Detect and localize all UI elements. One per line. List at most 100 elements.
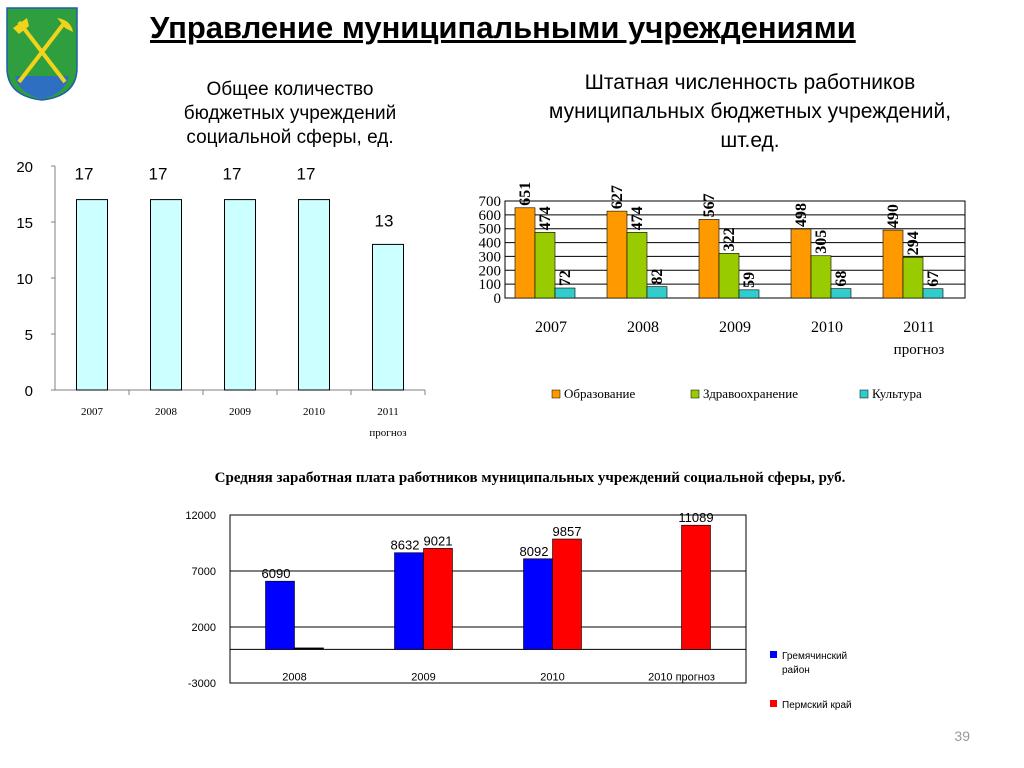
c3-bar xyxy=(394,552,424,650)
c2-bar xyxy=(626,232,648,299)
c2-bar xyxy=(514,207,536,299)
c3-data-label: 9857 xyxy=(553,524,582,539)
c2-x-tick-label: 2008 xyxy=(627,319,659,336)
c1-x-tick-label: 2010 xyxy=(303,406,326,418)
c3-data-label: 8092 xyxy=(520,544,549,559)
c2-x-tick-label: 2009 xyxy=(719,319,751,336)
c3-bar xyxy=(681,524,711,650)
c2-data-label: 567 xyxy=(701,193,718,217)
c1-data-label: 17 xyxy=(223,165,242,184)
c2-data-label: 474 xyxy=(537,206,554,230)
c3-legend-label: Гремячинский район xyxy=(782,651,847,676)
chart1-title: Общее количество бюджетных учреждений со… xyxy=(183,79,397,148)
c3-legend-label: Пермский край xyxy=(782,700,852,711)
c1-x-tick-label: 2011 xyxy=(377,406,399,418)
c2-x-sublabel: прогноз xyxy=(894,342,945,358)
c2-x-tick-label: 2007 xyxy=(535,319,567,336)
c2-bar xyxy=(882,229,904,299)
c2-bar xyxy=(830,288,852,299)
c2-data-label: 72 xyxy=(557,270,574,286)
c2-legend-swatch xyxy=(690,389,700,399)
c2-y-tick-label: 300 xyxy=(479,249,502,265)
c2-y-tick-label: 400 xyxy=(479,236,502,252)
c2-legend-label: Культура xyxy=(872,386,922,401)
c2-data-label: 82 xyxy=(649,269,666,285)
c2-bar xyxy=(554,287,576,299)
c1-data-label: 17 xyxy=(297,165,316,184)
c2-bar xyxy=(718,253,740,299)
c2-data-label: 294 xyxy=(905,231,922,255)
c1-bar xyxy=(372,243,404,391)
c3-bar xyxy=(294,647,324,650)
c2-data-label: 498 xyxy=(793,203,810,227)
c2-bar xyxy=(698,219,720,299)
c3-x-tick-label: 2008 xyxy=(282,671,306,683)
c3-bar xyxy=(552,538,582,650)
c3-bar xyxy=(523,558,553,650)
page-title: Управление муниципальными учреждениями xyxy=(150,10,856,45)
c2-bar xyxy=(790,228,812,299)
c3-x-tick-label: 2009 xyxy=(411,671,435,683)
c2-data-label: 67 xyxy=(925,271,942,287)
c1-bar xyxy=(298,199,330,391)
c1-data-label: 13 xyxy=(375,211,394,230)
c3-x-tick-label: 2010 xyxy=(540,671,564,683)
c3-y-tick-label: 7000 xyxy=(192,566,216,578)
c3-data-label: 11089 xyxy=(678,510,713,525)
c2-y-tick-label: 100 xyxy=(479,277,502,293)
c2-legend-swatch xyxy=(551,389,561,399)
c2-y-tick-label: 600 xyxy=(479,208,502,224)
c1-data-label: 17 xyxy=(149,165,168,184)
c3-data-label: 8632 xyxy=(391,538,420,553)
c1-y-tick-label: 10 xyxy=(16,271,33,288)
c2-bar xyxy=(606,210,628,299)
c3-x-tick-label: 2010 прогноз xyxy=(648,671,715,683)
c2-data-label: 59 xyxy=(741,272,758,288)
c2-legend-label: Здравоохранение xyxy=(703,386,798,401)
chart3-title: Средняя заработная плата работников муни… xyxy=(214,470,846,486)
c2-y-tick-label: 0 xyxy=(494,291,502,307)
c2-bar xyxy=(810,255,832,299)
c2-bar xyxy=(534,232,556,299)
c1-data-label: 17 xyxy=(75,165,94,184)
c3-legend-swatch xyxy=(770,700,777,707)
c2-legend-label: Образование xyxy=(564,386,635,401)
c2-data-label: 490 xyxy=(885,204,902,228)
c3-data-label: 6090 xyxy=(262,566,291,581)
chart2-title: Штатная численность работников муниципал… xyxy=(548,71,952,152)
c1-x-tick-label: 2008 xyxy=(155,406,178,418)
c2-bar xyxy=(738,289,760,299)
c1-x-tick-label: 2007 xyxy=(81,406,104,418)
c3-data-label: 9021 xyxy=(424,533,453,548)
c2-data-label: 68 xyxy=(833,271,850,287)
c1-y-tick-label: 5 xyxy=(25,327,33,344)
coat-of-arms-icon xyxy=(6,7,78,101)
c1-y-tick-label: 20 xyxy=(16,159,33,176)
c3-y-tick-label: 2000 xyxy=(192,622,216,634)
c3-plot-area xyxy=(229,514,747,684)
c2-y-tick-label: 500 xyxy=(479,222,502,238)
c3-bar xyxy=(423,548,453,650)
c3-bar xyxy=(265,580,295,650)
c2-bar xyxy=(902,256,924,299)
c2-data-label: 627 xyxy=(609,185,626,209)
c1-y-tick-label: 0 xyxy=(25,383,33,400)
c3-legend-swatch xyxy=(770,651,777,658)
c1-x-tick-label: 2009 xyxy=(229,406,252,418)
c2-x-tick-label: 2011 xyxy=(903,319,934,336)
c2-data-label: 651 xyxy=(517,182,534,206)
c1-bar xyxy=(224,199,256,391)
page-number: 39 xyxy=(954,728,970,744)
c3-y-tick-label: 12000 xyxy=(185,510,216,522)
c1-bar xyxy=(76,199,108,391)
staff-count-chart: 0 5 10 15 20 17 2007 17 2008 17 2009 17 2010 13 2011 пр… xyxy=(16,159,426,439)
c1-y-tick-label: 15 xyxy=(16,215,33,232)
c2-legend-swatch xyxy=(859,389,869,399)
c2-x-tick-label: 2010 xyxy=(811,319,843,336)
c2-data-label: 305 xyxy=(813,230,830,254)
salary-chart: -3000 2000 7000 12000 6090 2008 8632 9021 2009 80… xyxy=(185,510,852,711)
c1-x-sublabel: прогноз xyxy=(369,427,406,439)
c2-bar xyxy=(646,286,668,299)
c1-bar xyxy=(150,199,182,391)
